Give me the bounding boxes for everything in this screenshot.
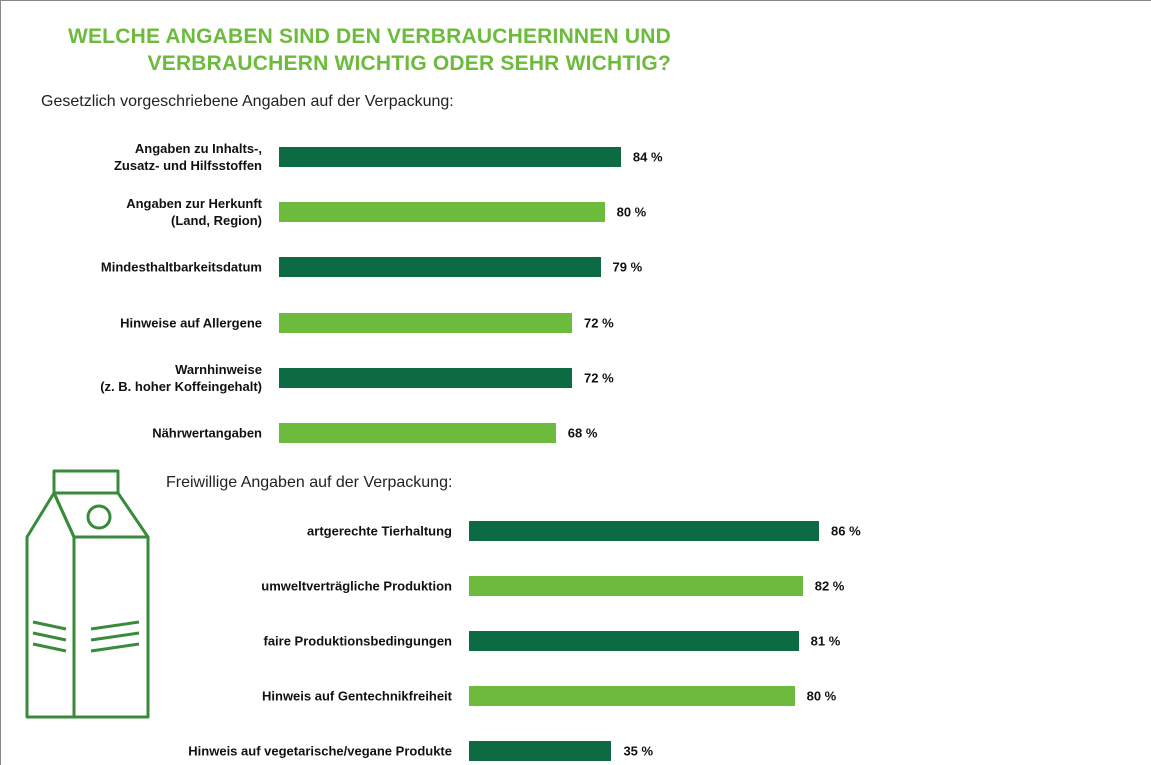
- category-label: Warnhinweise (z. B. hoher Koffeingehalt): [100, 361, 262, 394]
- category-label: Hinweis auf Gentechnikfreiheit: [262, 688, 452, 704]
- category-label: Nährwertangaben: [152, 425, 262, 441]
- subtitle: Gesetzlich vorgeschriebene Angaben auf d…: [41, 93, 454, 110]
- category-label: Hinweise auf Allergene: [120, 315, 262, 331]
- category-label: umweltverträgliche Produktion: [261, 578, 452, 594]
- category-label: Hinweis auf vegetarische/vegane Produkte: [188, 743, 452, 759]
- category-label: Angaben zu Inhalts-, Zusatz- und Hilfsst…: [113, 141, 262, 173]
- value-label: 81 %: [810, 633, 841, 649]
- bar: [279, 367, 573, 388]
- bar: [279, 257, 601, 278]
- bar: [279, 147, 621, 167]
- bar: [279, 423, 556, 443]
- bar: [279, 202, 605, 223]
- value-label: 80 %: [616, 204, 647, 220]
- value-label: 82 %: [814, 578, 845, 594]
- bar: [469, 576, 803, 596]
- value-label: 86 %: [831, 523, 861, 539]
- category-label: Mindesthaltbarkeitsdatum: [100, 259, 262, 275]
- category-label: Angaben zur Herkunft (Land, Region): [126, 196, 262, 229]
- bar: [469, 686, 795, 706]
- value-label: 80 %: [806, 688, 837, 704]
- value-label: 35 %: [623, 743, 654, 759]
- value-label: 72 %: [584, 370, 614, 386]
- milk-carton-icon: [25, 469, 150, 719]
- bar: [279, 312, 573, 333]
- category-label: faire Produktionsbedingungen: [263, 633, 452, 649]
- value-label: 72 %: [584, 315, 614, 331]
- value-label: 68 %: [567, 425, 598, 441]
- bar: [469, 741, 612, 761]
- category-label: artgerechte Tierhaltung: [307, 523, 452, 539]
- title: WELCHE ANGABEN SIND DEN VERBRAUCHERINNEN…: [67, 25, 671, 75]
- subtitle: Freiwillige Angaben auf der Verpackung:: [166, 474, 453, 491]
- bar: [469, 521, 820, 541]
- value-label: 84 %: [632, 149, 663, 165]
- bar: [469, 631, 799, 651]
- value-label: 79 %: [612, 259, 643, 275]
